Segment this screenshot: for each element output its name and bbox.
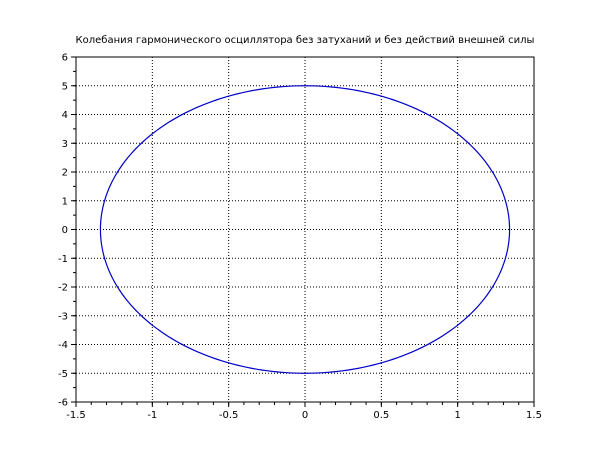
y-tick-label: 4 bbox=[62, 110, 68, 121]
x-tick-label: 0 bbox=[302, 410, 308, 421]
y-tick-label: -5 bbox=[58, 369, 68, 380]
y-tick-label: -4 bbox=[58, 340, 68, 351]
y-tick-label: 3 bbox=[62, 139, 68, 150]
y-tick-label: 6 bbox=[62, 53, 68, 64]
x-tick-label: -1.5 bbox=[66, 410, 86, 421]
y-tick-label: 5 bbox=[62, 81, 68, 92]
y-tick-label: 0 bbox=[62, 225, 68, 236]
series-line bbox=[99, 85, 511, 374]
x-tick-label: 0.5 bbox=[373, 410, 389, 421]
x-tick-label: 1.5 bbox=[526, 410, 542, 421]
y-tick-label: -2 bbox=[58, 283, 68, 294]
y-tick-label: 1 bbox=[62, 196, 68, 207]
x-tick-label: 1 bbox=[454, 410, 460, 421]
plot-area: -1.5 -1 -0.5 0 0.5 1 1.5 -6 -5 -4 -3 -2 -1 0 1 2 3 4 5 6 bbox=[58, 53, 542, 422]
x-tick-label: -0.5 bbox=[219, 410, 239, 421]
y-tick-label: -3 bbox=[58, 311, 68, 322]
x-tick-label: -1 bbox=[147, 410, 157, 421]
y-tick-label: -6 bbox=[58, 398, 68, 409]
chart-title: Колебания гармонического осциллятора без… bbox=[76, 35, 535, 46]
y-tick-label: 2 bbox=[62, 168, 68, 179]
y-tick-label: -1 bbox=[58, 254, 68, 265]
